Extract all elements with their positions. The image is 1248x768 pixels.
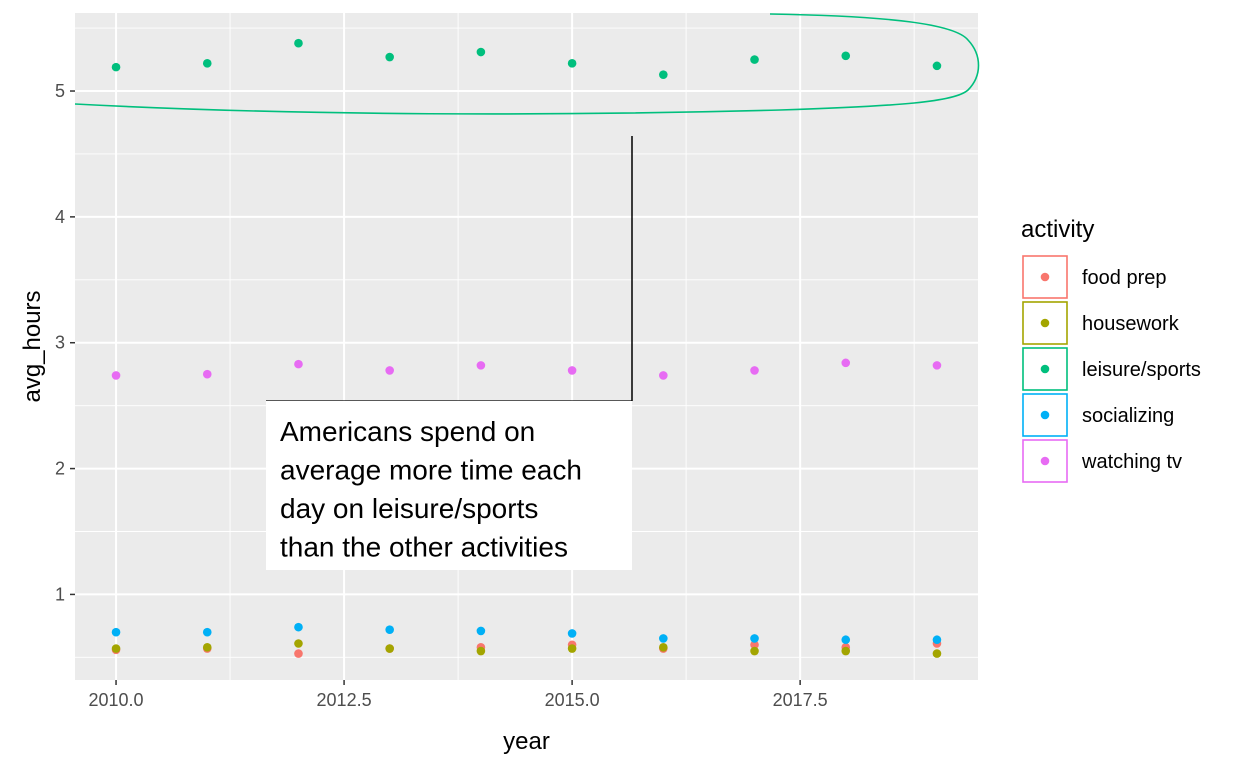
- point-food-prep: [750, 640, 759, 650]
- annotation-box: [266, 401, 632, 570]
- legend-label: food prep: [1082, 267, 1167, 289]
- point-watching-tv: [385, 366, 394, 375]
- point-watching-tv: [567, 366, 577, 375]
- point-watching-tv: [294, 359, 303, 369]
- point-socializing: [567, 629, 577, 638]
- point-leisure-sports: [294, 38, 303, 48]
- point-leisure-sports: [476, 47, 486, 57]
- point-watching-tv: [111, 371, 121, 380]
- legend-label: housework: [1082, 313, 1180, 335]
- point-socializing: [932, 635, 942, 645]
- y-tick-label: 2: [55, 459, 65, 479]
- annotation-text-line: than the other activities: [280, 532, 568, 563]
- point-watching-tv: [202, 369, 212, 379]
- plot-panel: [75, 13, 978, 680]
- point-leisure-sports: [202, 59, 212, 68]
- point-leisure-sports: [111, 62, 121, 72]
- point-watching-tv: [841, 358, 851, 368]
- annotation-text-line: average more time each: [280, 455, 582, 486]
- y-tick-label: 4: [55, 207, 65, 227]
- point-housework: [932, 649, 942, 658]
- legend-label: socializing: [1082, 405, 1174, 427]
- point-socializing: [385, 625, 394, 634]
- point-socializing: [841, 635, 851, 645]
- legend: activity food prep housework leisure/sports…: [1021, 216, 1201, 483]
- axes: 2010.0 2012.5 2015.0 2017.5 1 2 3 4 5 year avg_hou…: [19, 81, 828, 755]
- point-housework: [111, 644, 121, 653]
- panel-background: [75, 13, 978, 680]
- y-tick-label: 3: [55, 333, 65, 353]
- point-watching-tv: [932, 361, 942, 370]
- point-watching-tv: [476, 361, 486, 370]
- highlight-loop: [74, 13, 980, 115]
- x-tick-label: 2017.5: [773, 690, 828, 710]
- point-socializing: [476, 626, 486, 636]
- point-leisure-sports: [567, 59, 577, 68]
- point-housework: [841, 646, 851, 656]
- legend-key-point: [1040, 272, 1050, 282]
- point-housework: [750, 646, 759, 656]
- y-tick-label: 5: [55, 81, 65, 101]
- y-tick-label: 1: [55, 584, 65, 604]
- point-housework: [659, 642, 668, 652]
- x-tick-label: 2012.5: [317, 690, 372, 710]
- point-watching-tv: [750, 366, 759, 375]
- x-tick-label: 2015.0: [545, 690, 600, 710]
- point-housework: [567, 644, 577, 653]
- point-housework: [202, 642, 212, 652]
- annotation: Americans spend on average more time each…: [74, 13, 980, 570]
- point-socializing: [111, 627, 121, 637]
- point-leisure-sports: [659, 70, 668, 79]
- legend-key-point: [1040, 410, 1050, 420]
- point-leisure-sports: [932, 61, 942, 71]
- legend-key-point: [1040, 318, 1050, 328]
- point-housework: [385, 644, 394, 653]
- legend-key-point: [1040, 456, 1050, 466]
- point-socializing: [294, 622, 303, 632]
- x-axis-title: year: [503, 728, 550, 755]
- point-leisure-sports: [385, 52, 394, 62]
- point-food-prep: [294, 649, 303, 658]
- point-housework: [294, 639, 303, 648]
- legend-key-point: [1040, 364, 1050, 374]
- x-tick-label: 2010.0: [89, 690, 144, 710]
- point-leisure-sports: [841, 51, 851, 61]
- point-socializing: [750, 634, 759, 643]
- point-socializing: [202, 627, 212, 637]
- point-housework: [476, 646, 486, 656]
- data-points: [111, 38, 942, 658]
- y-axis-title: avg_hours: [19, 290, 46, 402]
- legend-label: leisure/sports: [1082, 359, 1201, 381]
- annotation-text-line: Americans spend on: [280, 416, 535, 447]
- annotation-text-line: day on leisure/sports: [280, 493, 538, 524]
- point-socializing: [659, 634, 668, 643]
- point-leisure-sports: [750, 55, 759, 64]
- legend-title: activity: [1021, 216, 1094, 243]
- legend-label: watching tv: [1081, 451, 1182, 473]
- point-watching-tv: [659, 371, 668, 380]
